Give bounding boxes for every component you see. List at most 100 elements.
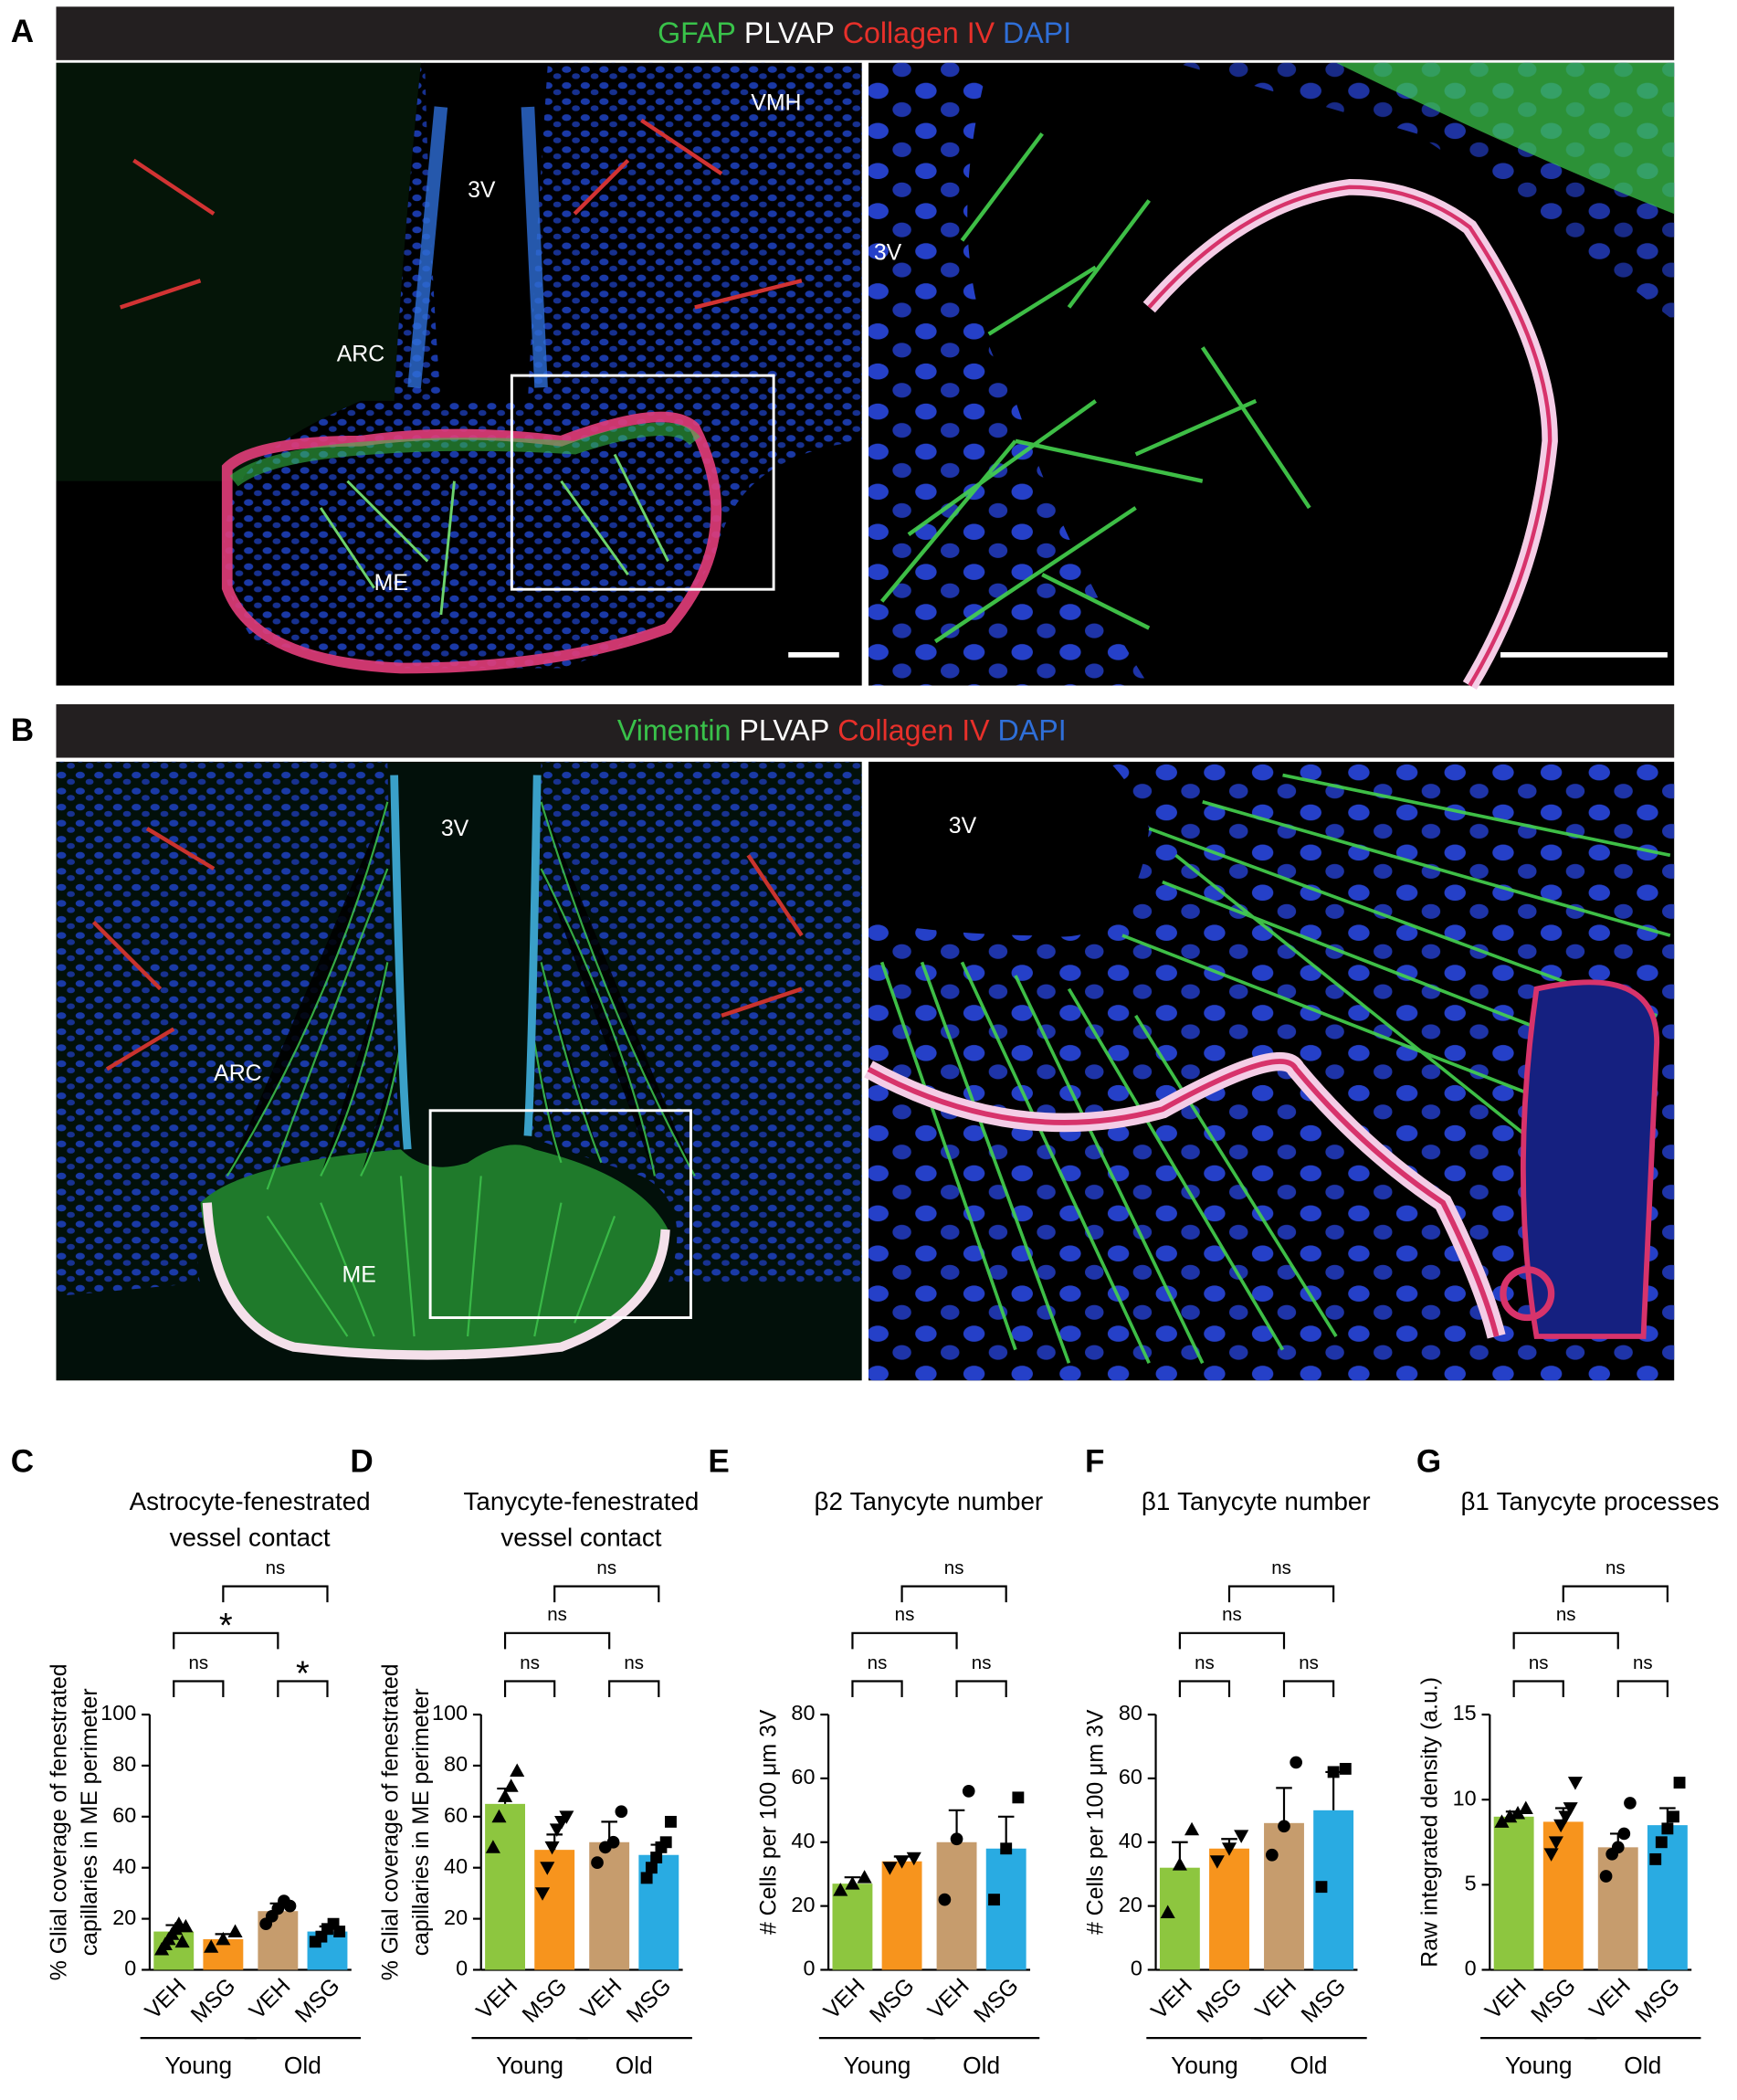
y-tick-label: 10	[1453, 1786, 1477, 1810]
chart-title: β1 Tanycyte processes	[1460, 1487, 1719, 1515]
stain-name: DAPI	[1003, 16, 1071, 49]
stain-header	[56, 6, 1675, 60]
data-point	[894, 1855, 910, 1869]
stain-header	[56, 704, 1675, 758]
data-point	[1558, 1810, 1574, 1824]
significance-bracket	[503, 1680, 556, 1698]
data-point	[857, 1870, 872, 1884]
panel-letter: D	[350, 1443, 373, 1479]
data-point	[544, 1841, 560, 1855]
data-point	[615, 1805, 628, 1819]
y-tick-label: 20	[112, 1905, 136, 1929]
region-label: ARC	[337, 342, 384, 367]
stain-name: PLVAP	[739, 713, 829, 746]
data-point	[1160, 1905, 1175, 1919]
data-point	[845, 1876, 860, 1890]
significance-bracket	[1178, 1631, 1286, 1650]
x-tick-label: VEH	[1480, 1973, 1532, 2024]
y-tick-label: 40	[444, 1854, 468, 1878]
panel-letter: C	[11, 1443, 34, 1479]
significance-label: ns	[1222, 1604, 1242, 1625]
significance-bracket	[1178, 1680, 1231, 1698]
x-tick-label: VEH	[1146, 1973, 1197, 2024]
significance-bracket	[1616, 1680, 1669, 1698]
y-axis-label: % Glial coverage of fenestrated	[377, 1663, 403, 1980]
stain-name: DAPI	[998, 713, 1067, 746]
panel-letter: E	[708, 1443, 729, 1479]
y-tick-label: 80	[112, 1752, 136, 1776]
data-point	[1599, 1870, 1613, 1883]
data-point	[1649, 1852, 1662, 1865]
data-point	[1278, 1820, 1290, 1833]
data-point	[950, 1832, 963, 1846]
significance-bracket	[1512, 1631, 1619, 1650]
data-point	[498, 1789, 513, 1802]
data-point	[510, 1763, 525, 1777]
significance-label: ns	[266, 1557, 286, 1578]
data-point	[204, 1939, 219, 1953]
significance-bracket	[173, 1680, 225, 1698]
y-tick-label: 100	[432, 1701, 468, 1725]
x-tick-label: MSG	[969, 1973, 1024, 2028]
region-label: ARC	[214, 1061, 262, 1086]
panel-letter: A	[11, 14, 34, 49]
group-label: Old	[284, 2052, 321, 2079]
y-tick-label: 60	[444, 1803, 468, 1827]
data-point	[1234, 1830, 1249, 1843]
y-tick-label: 15	[1453, 1701, 1477, 1725]
chart-title: Astrocyte-fenestrated	[130, 1487, 371, 1515]
region-label: ME	[374, 570, 408, 596]
data-point	[333, 1926, 346, 1937]
data-point	[645, 1862, 658, 1874]
data-point	[650, 1852, 663, 1863]
data-point	[1290, 1756, 1303, 1769]
significance-bracket	[1512, 1680, 1564, 1698]
micrograph: 3V	[868, 62, 1675, 691]
y-tick-label: 0	[803, 1957, 815, 1980]
significance-label: ns	[624, 1652, 644, 1673]
chart-title: Tanycyte-fenestrated	[464, 1487, 700, 1515]
data-point	[491, 1809, 507, 1823]
group-label: Old	[616, 2052, 653, 2079]
chart-title: β1 Tanycyte number	[1142, 1487, 1371, 1515]
data-point	[1209, 1855, 1225, 1869]
chart-title: β2 Tanycyte number	[814, 1487, 1043, 1515]
y-tick-label: 20	[444, 1905, 468, 1929]
significance-label: ns	[868, 1652, 888, 1673]
significance-bracket	[222, 1585, 329, 1603]
significance-label: ns	[1529, 1652, 1549, 1673]
y-tick-label: 80	[1119, 1701, 1142, 1725]
y-tick-label: 80	[791, 1701, 815, 1725]
panel-letter: G	[1416, 1443, 1441, 1479]
y-axis-label: Raw integrated density (a.u.)	[1416, 1677, 1442, 1968]
data-point	[1567, 1777, 1583, 1790]
data-point	[283, 1899, 297, 1913]
significance-bracket	[503, 1631, 611, 1650]
bar	[1264, 1822, 1304, 1970]
data-point	[559, 1810, 574, 1824]
bar	[936, 1841, 977, 1970]
region-label: 3V	[468, 177, 496, 203]
micrograph: 3V	[864, 761, 1675, 1381]
data-point	[1172, 1857, 1187, 1871]
data-point	[1611, 1841, 1625, 1854]
x-tick-label: VEH	[819, 1973, 870, 2024]
x-tick-label: MSG	[1192, 1973, 1247, 2028]
stain-legend: GFAP PLVAP Collagen IV DAPI	[658, 16, 1071, 49]
data-point	[1339, 1762, 1352, 1775]
significance-bracket	[1227, 1585, 1335, 1603]
x-tick-label: MSG	[186, 1973, 241, 2028]
panel-letter: B	[11, 712, 34, 748]
data-point	[178, 1918, 194, 1933]
stain-name: GFAP	[658, 16, 736, 49]
significance-bracket	[277, 1680, 329, 1698]
data-point	[1553, 1819, 1569, 1833]
significance-bracket	[955, 1680, 1007, 1698]
significance-bracket	[851, 1631, 958, 1650]
data-point	[534, 1887, 551, 1901]
data-point	[1502, 1809, 1518, 1823]
x-tick-label: VEH	[245, 1973, 296, 2024]
significance-bracket	[1562, 1585, 1669, 1603]
x-tick-label: VEH	[923, 1973, 974, 2024]
